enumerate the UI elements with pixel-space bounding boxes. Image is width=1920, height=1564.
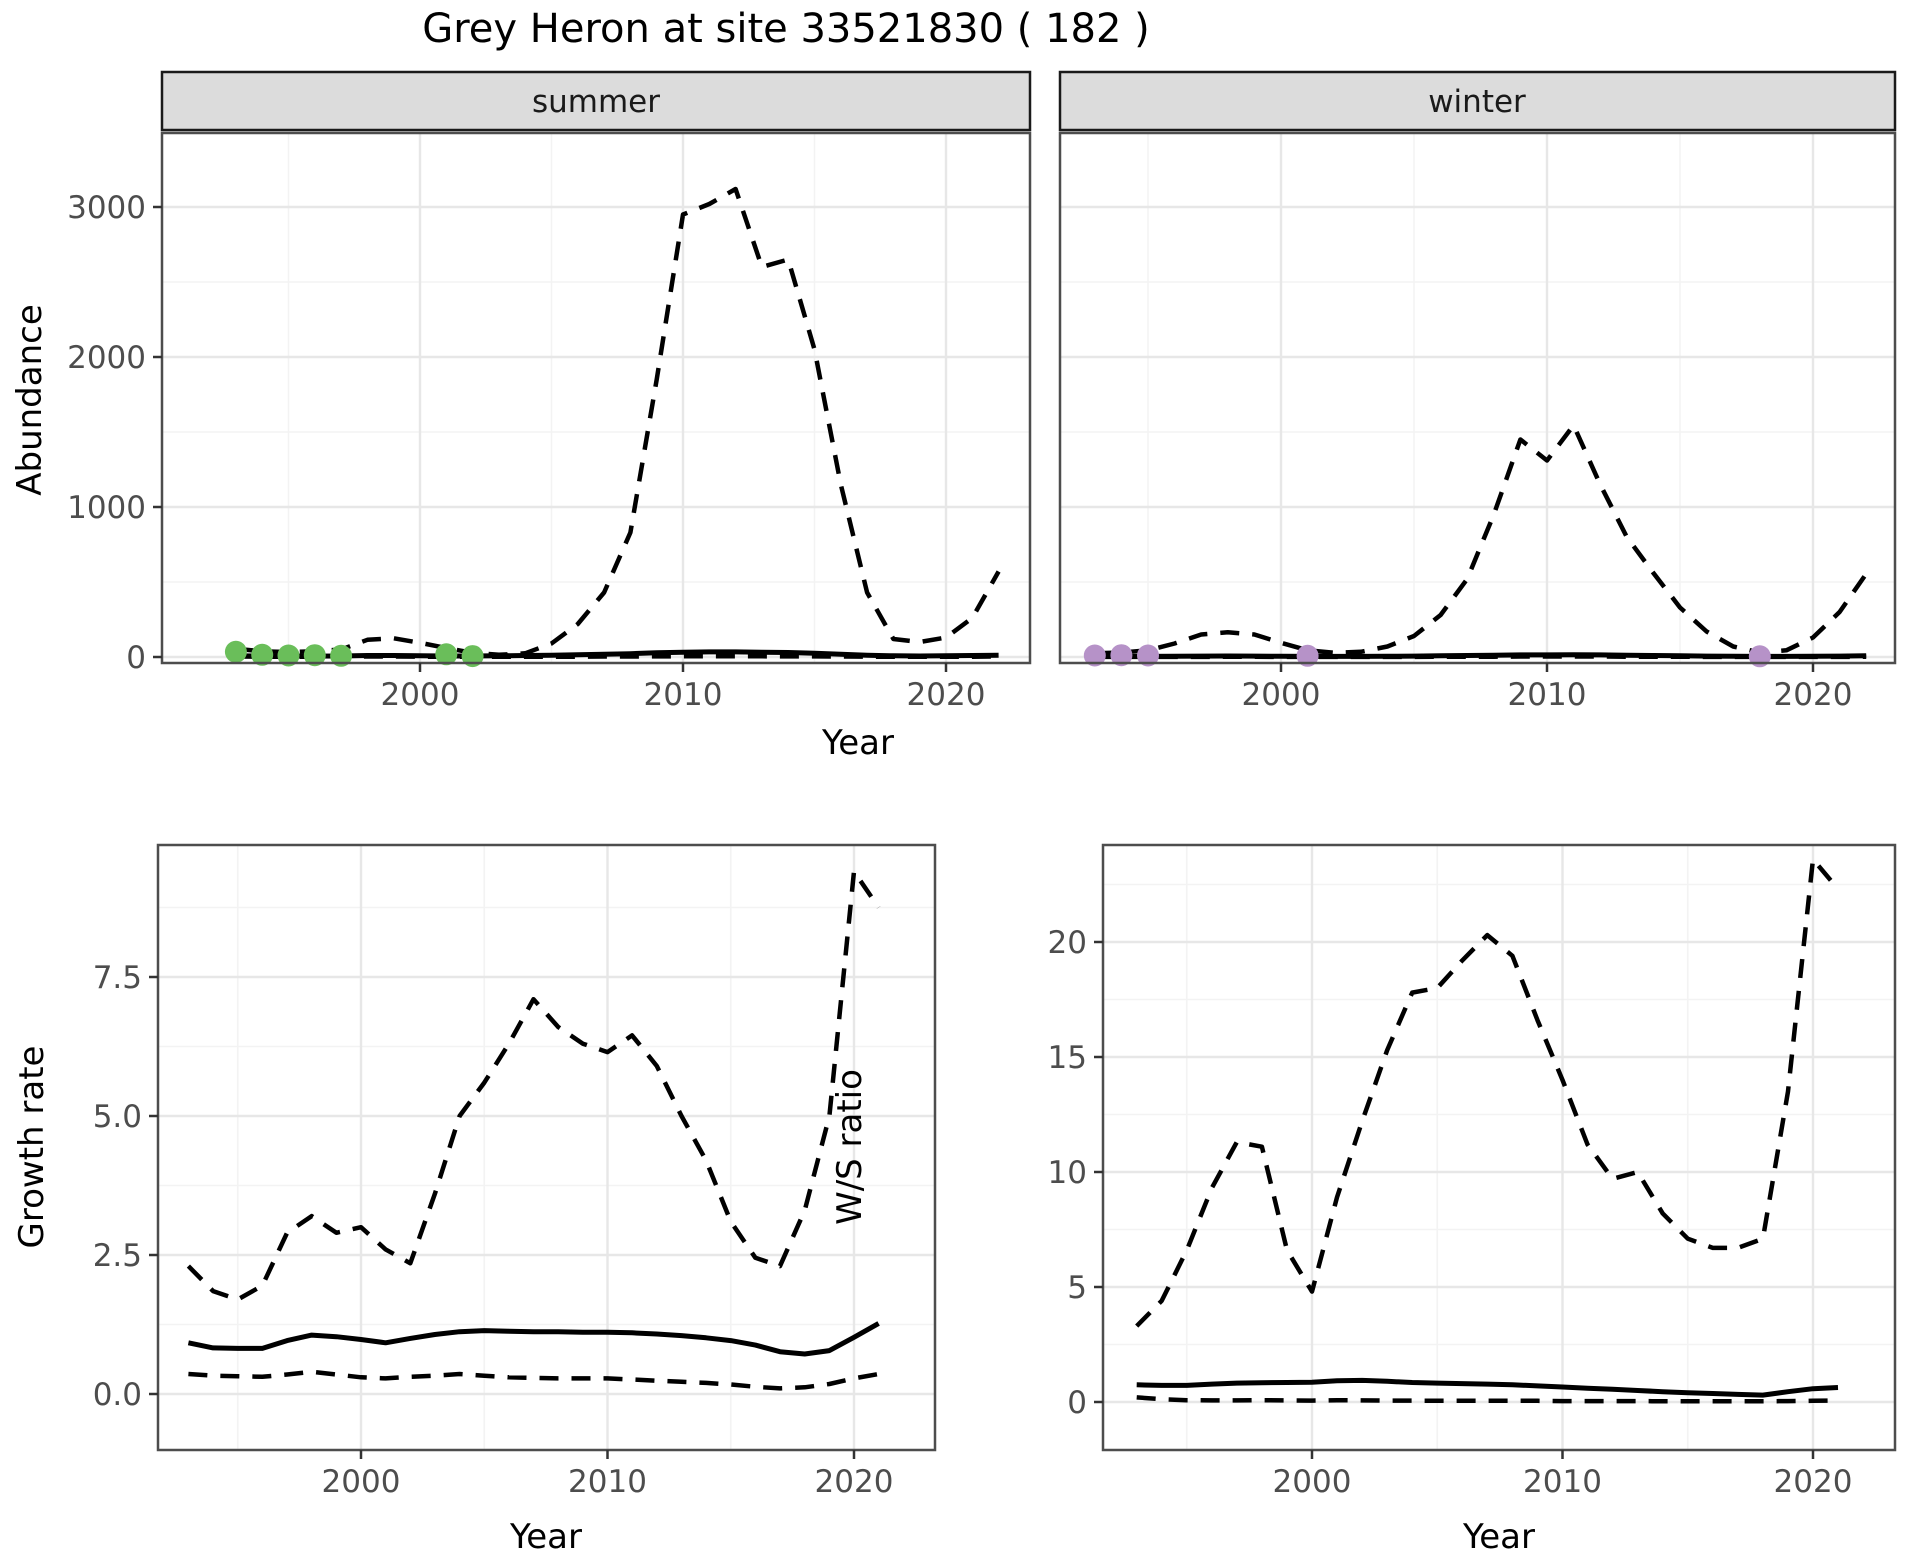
panel-abundance-summer: 2000 2010 2020 0 1000 2000 3000 xyxy=(67,133,1030,713)
x-tick-label: 2020 xyxy=(1774,677,1853,713)
x-tick-label: 2020 xyxy=(815,1464,894,1500)
y-tick-label: 0 xyxy=(1067,1385,1087,1421)
x-tick-label: 2000 xyxy=(322,1464,401,1500)
x-tick-label: 2010 xyxy=(1523,1464,1602,1500)
y-tick-label: 5.0 xyxy=(93,1099,142,1135)
x-axis-title-year-growth: Year xyxy=(510,1517,582,1557)
y-tick-label: 3000 xyxy=(67,190,146,226)
y-tick-label: 10 xyxy=(1048,1155,1087,1191)
x-tick-label: 2000 xyxy=(1242,677,1321,713)
y-tick-label: 20 xyxy=(1048,925,1087,961)
x-tick-label: 2010 xyxy=(644,677,723,713)
x-axis-title-year-top: Year xyxy=(822,723,894,763)
data-point-summer-observations xyxy=(225,641,247,663)
y-tick-label: 0 xyxy=(126,640,146,676)
panel-growth-rate: 2000 2010 2020 0.0 2.5 5.0 7.5 xyxy=(93,845,935,1500)
x-tick-label: 2000 xyxy=(381,677,460,713)
y-axis-title-growth-rate: Growth rate xyxy=(12,1046,52,1249)
y-tick-label: 5 xyxy=(1067,1270,1087,1306)
facet-strip-label-summer: summer xyxy=(532,84,660,120)
x-tick-label: 2010 xyxy=(568,1464,647,1500)
y-axis-title-abundance: Abundance xyxy=(10,304,50,496)
x-tick-label: 2000 xyxy=(1273,1464,1352,1500)
x-axis-title-year-ws: Year xyxy=(1463,1517,1535,1557)
y-tick-label: 7.5 xyxy=(93,960,142,996)
y-tick-label: 15 xyxy=(1048,1040,1087,1076)
facet-strip-label-winter: winter xyxy=(1428,84,1526,120)
y-tick-label: 1000 xyxy=(67,490,146,526)
x-tick-label: 2020 xyxy=(907,677,986,713)
chart-title: Grey Heron at site 33521830 ( 182 ) xyxy=(422,6,1150,52)
panel-ws-ratio: 2000 2010 2020 0 5 10 15 20 xyxy=(1048,845,1895,1500)
x-tick-label: 2020 xyxy=(1774,1464,1853,1500)
y-axis-title-ws-ratio: W/S ratio xyxy=(830,1069,870,1225)
strips-layer xyxy=(162,72,1895,130)
x-tick-label: 2010 xyxy=(1508,677,1587,713)
y-tick-label: 0.0 xyxy=(93,1377,142,1413)
y-tick-label: 2.5 xyxy=(93,1238,142,1274)
y-tick-label: 2000 xyxy=(67,340,146,376)
panel-abundance-winter: 2000 2010 2020 xyxy=(1060,133,1895,713)
